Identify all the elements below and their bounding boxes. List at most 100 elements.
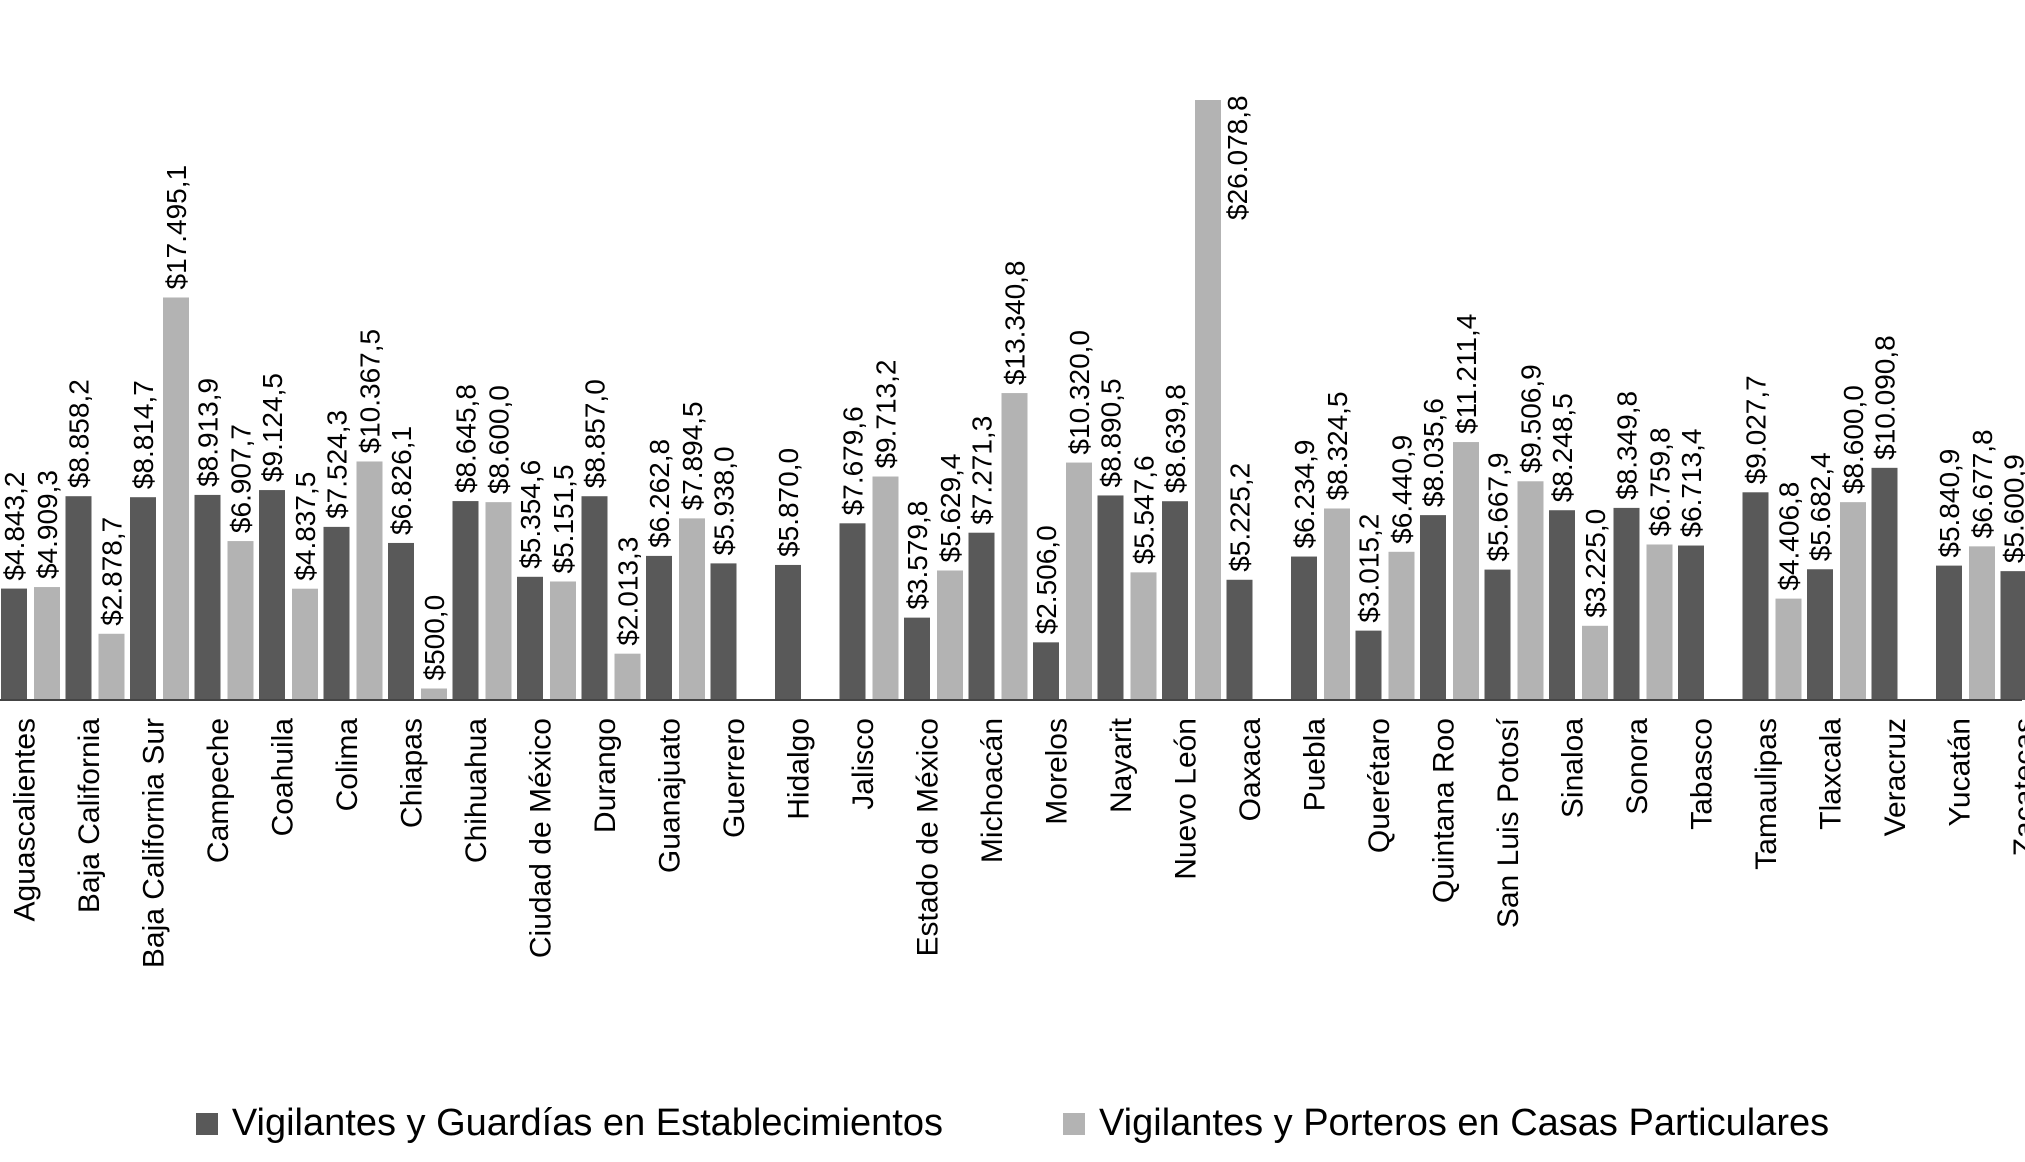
legend-swatch-casas-particulares bbox=[1063, 1112, 1086, 1135]
legend-item-casas-particulares: Vigilantes y Porteros en Casas Particula… bbox=[1063, 1102, 1829, 1145]
bar-casas-michoacan bbox=[1001, 393, 1028, 700]
category-label-jalisco: Jalisco bbox=[847, 718, 880, 810]
data-label-establecimientos-oaxaca: $5.225,2 bbox=[1225, 463, 1256, 572]
data-label-casas-estado-de-mexico: $5.629,4 bbox=[935, 453, 966, 562]
data-label-casas-chihuahua: $8.600,0 bbox=[484, 385, 515, 494]
category-label-durango: Durango bbox=[589, 718, 622, 833]
bar-casas-queretaro bbox=[1388, 551, 1415, 700]
bar-establecimientos-michoacan bbox=[968, 532, 995, 700]
bar-casas-chihuahua bbox=[485, 502, 512, 700]
bar-establecimientos-veracruz bbox=[1871, 467, 1898, 700]
category-label-chihuahua: Chihuahua bbox=[460, 718, 493, 863]
bar-casas-nayarit bbox=[1130, 572, 1157, 700]
bar-establecimientos-baja-california-sur bbox=[130, 497, 156, 700]
data-label-casas-michoacan: $13.340,8 bbox=[1000, 260, 1031, 385]
data-label-casas-durango: $2.013,3 bbox=[613, 537, 644, 646]
bar-establecimientos-baja-california bbox=[65, 496, 92, 700]
data-label-establecimientos-michoacan: $7.271,3 bbox=[967, 416, 998, 525]
data-label-establecimientos-colima: $7.524,3 bbox=[322, 410, 353, 519]
legend-label-establecimientos: Vigilantes y Guardías en Establecimiento… bbox=[231, 1102, 944, 1144]
category-label-guerrero: Guerrero bbox=[718, 718, 751, 838]
legend-item-establecimientos: Vigilantes y Guardías en Establecimiento… bbox=[195, 1102, 944, 1145]
bar-establecimientos-sinaloa bbox=[1549, 510, 1575, 700]
data-label-establecimientos-nayarit: $8.890,5 bbox=[1096, 378, 1127, 487]
data-label-establecimientos-aguascalientes: $4.843,2 bbox=[0, 472, 30, 581]
data-label-casas-nuevo-leon: $26.078,8 bbox=[1222, 95, 1253, 220]
category-label-veracruz: Veracruz bbox=[1879, 718, 1912, 836]
category-label-estado-de-mexico: Estado de México bbox=[912, 718, 945, 956]
data-label-establecimientos-yucatan: $5.840,9 bbox=[1934, 449, 1965, 558]
bar-establecimientos-tabasco bbox=[1678, 545, 1704, 700]
data-label-casas-nayarit: $5.547,6 bbox=[1129, 455, 1160, 564]
bar-casas-campeche bbox=[227, 541, 254, 700]
data-label-establecimientos-queretaro: $3.015,2 bbox=[1354, 514, 1385, 623]
category-label-oaxaca: Oaxaca bbox=[1234, 718, 1267, 822]
bar-casas-coahuila bbox=[292, 588, 318, 700]
data-label-casas-baja-california: $2.878,7 bbox=[97, 517, 128, 626]
bar-establecimientos-tlaxcala bbox=[1807, 569, 1833, 700]
bar-establecimientos-ciudad-de-mexico bbox=[517, 576, 543, 700]
category-label-tabasco: Tabasco bbox=[1686, 718, 1719, 830]
data-label-establecimientos-sinaloa: $8.248,5 bbox=[1547, 393, 1578, 502]
category-label-guanajuato: Guanajuato bbox=[654, 718, 687, 873]
bar-casas-sinaloa bbox=[1582, 625, 1608, 700]
data-label-casas-guanajuato: $7.894,5 bbox=[677, 401, 708, 510]
data-label-establecimientos-tabasco: $6.713,4 bbox=[1676, 429, 1707, 538]
data-label-casas-tamaulipas: $4.406,8 bbox=[1774, 482, 1805, 591]
data-label-casas-tlaxcala: $8.600,0 bbox=[1838, 385, 1869, 494]
category-label-sinaloa: Sinaloa bbox=[1557, 718, 1590, 818]
data-label-establecimientos-nuevo-leon: $8.639,8 bbox=[1160, 384, 1191, 493]
data-label-establecimientos-ciudad-de-mexico: $5.354,6 bbox=[515, 460, 546, 569]
bar-casas-nuevo-leon bbox=[1195, 100, 1221, 700]
data-label-establecimientos-puebla: $6.234,9 bbox=[1289, 440, 1320, 549]
data-label-establecimientos-hidalgo: $5.870,0 bbox=[773, 448, 804, 557]
data-label-establecimientos-tlaxcala: $5.682,4 bbox=[1805, 452, 1836, 561]
category-labels-group: Aguascalientes Baja California Baja Califo… bbox=[9, 717, 2025, 968]
data-label-establecimientos-campeche: $8.913,9 bbox=[193, 378, 224, 487]
bar-establecimientos-estado-de-mexico bbox=[904, 617, 930, 700]
bar-casas-chiapas bbox=[421, 688, 447, 700]
bar-establecimientos-guanajuato bbox=[646, 555, 672, 700]
category-label-colima: Colima bbox=[331, 718, 364, 812]
data-label-casas-sinaloa: $3.225,0 bbox=[1580, 509, 1611, 618]
category-label-nuevo-leon: Nuevo León bbox=[1170, 718, 1203, 880]
data-label-casas-jalisco: $9.713,2 bbox=[871, 360, 902, 469]
bar-casas-tamaulipas bbox=[1775, 598, 1802, 700]
data-label-casas-yucatan: $6.677,8 bbox=[1967, 429, 1998, 538]
data-label-establecimientos-san-luis-potosi: $5.667,9 bbox=[1483, 453, 1514, 562]
data-label-casas-puebla: $8.324,5 bbox=[1322, 391, 1353, 500]
bars-group bbox=[1, 100, 2025, 700]
category-label-baja-california-sur: Baja California Sur bbox=[138, 718, 171, 968]
data-label-casas-baja-california-sur: $17.495,1 bbox=[161, 165, 192, 290]
data-label-establecimientos-quintana-roo: $8.035,6 bbox=[1418, 398, 1449, 507]
data-label-establecimientos-estado-de-mexico: $3.579,8 bbox=[902, 501, 933, 610]
bar-establecimientos-chiapas bbox=[388, 542, 414, 700]
bar-casas-baja-california-sur bbox=[163, 297, 189, 700]
category-label-ciudad-de-mexico: Ciudad de México bbox=[525, 718, 558, 958]
category-label-aguascalientes: Aguascalientes bbox=[9, 718, 42, 921]
data-label-casas-coahuila: $4.837,5 bbox=[290, 472, 321, 581]
bar-chart: $4.843,2 $4.909,3$8.858,2$2.878,7$8.814,7… bbox=[0, 95, 2025, 968]
bar-casas-guanajuato bbox=[679, 518, 705, 700]
data-label-establecimientos-baja-california: $8.858,2 bbox=[64, 379, 95, 488]
bar-establecimientos-quintana-roo bbox=[1420, 515, 1446, 700]
bar-establecimientos-guerrero bbox=[710, 563, 737, 700]
bar-establecimientos-tamaulipas bbox=[1742, 492, 1769, 700]
category-label-baja-california: Baja California bbox=[73, 718, 106, 913]
bar-establecimientos-jalisco bbox=[839, 523, 866, 700]
data-label-establecimientos-chiapas: $6.826,1 bbox=[386, 426, 417, 535]
data-label-establecimientos-guerrero: $5.938,0 bbox=[709, 446, 740, 555]
category-label-quintana-roo: Quintana Roo bbox=[1428, 718, 1461, 903]
category-label-tamaulipas: Tamaulipas bbox=[1750, 718, 1783, 870]
data-label-casas-quintana-roo: $11.211,4 bbox=[1451, 314, 1482, 434]
category-label-morelos: Morelos bbox=[1041, 718, 1074, 825]
bar-establecimientos-coahuila bbox=[259, 490, 285, 700]
bar-establecimientos-nayarit bbox=[1097, 495, 1124, 700]
bar-establecimientos-san-luis-potosi bbox=[1484, 569, 1511, 700]
bar-establecimientos-nuevo-leon bbox=[1162, 501, 1188, 700]
data-label-casas-queretaro: $6.440,9 bbox=[1387, 435, 1418, 544]
category-label-campeche: Campeche bbox=[202, 718, 235, 863]
data-label-establecimientos-coahuila: $9.124,5 bbox=[257, 373, 288, 482]
data-label-establecimientos-zacatecas: $5.600,9 bbox=[1999, 454, 2025, 563]
bar-casas-quintana-roo bbox=[1453, 442, 1479, 700]
